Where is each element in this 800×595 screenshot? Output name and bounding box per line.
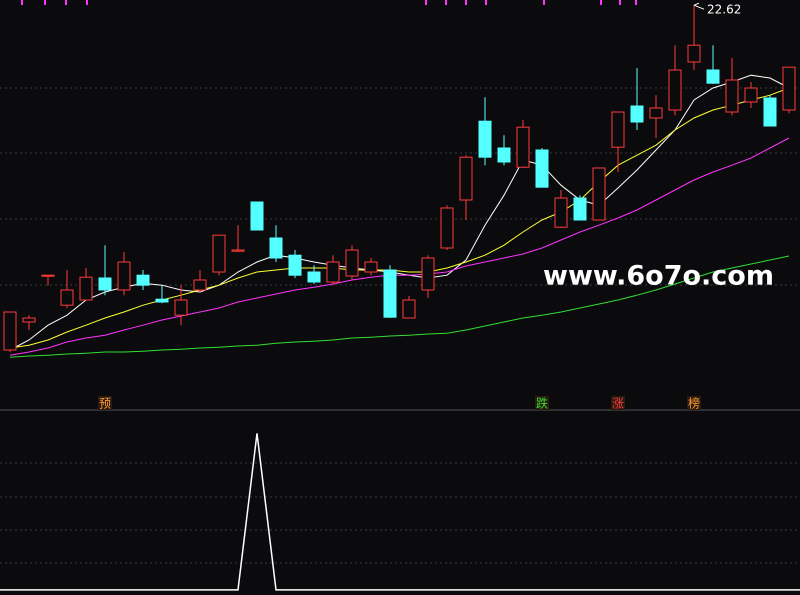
ma-line <box>9 87 790 349</box>
candle-body <box>193 279 207 291</box>
candle-body <box>706 69 720 84</box>
candle-body <box>478 120 492 158</box>
candle-body <box>668 69 682 111</box>
candle-body <box>782 66 796 111</box>
candle-body <box>326 261 340 283</box>
candle-body <box>345 249 359 277</box>
candle-body <box>421 257 435 291</box>
signal-label: 榜 <box>688 396 700 411</box>
candle-body <box>136 274 150 286</box>
candle-body <box>535 149 549 188</box>
candle-body <box>744 87 758 103</box>
indicator-line <box>0 433 800 591</box>
watermark: www.6o7o.com <box>543 261 774 292</box>
candle-body <box>269 237 283 259</box>
candle-body <box>307 271 321 283</box>
candle-body <box>41 274 55 277</box>
candle-body <box>459 156 473 201</box>
ma-line <box>9 255 790 358</box>
candle-body <box>630 105 644 123</box>
annotation: 22.62 <box>707 3 741 17</box>
candle-body <box>79 276 93 301</box>
candle-body <box>497 147 511 163</box>
candle-body <box>288 254 302 276</box>
grid <box>0 87 800 564</box>
candle-body <box>3 311 17 351</box>
signal-box <box>535 396 549 410</box>
candle-body <box>22 317 36 323</box>
signal-box <box>611 396 625 410</box>
signal-box <box>98 396 112 410</box>
candle-body <box>516 126 530 168</box>
annotation-arrow <box>693 2 705 10</box>
signal-label: 预 <box>99 397 111 411</box>
candle-body <box>174 299 188 316</box>
candle-body <box>250 201 264 231</box>
candle-body <box>383 269 397 318</box>
candle-body <box>687 44 701 63</box>
candle-body <box>649 107 663 119</box>
candle-body <box>364 261 378 273</box>
candle-body <box>60 289 74 306</box>
candle-body <box>725 79 739 113</box>
candle-body <box>402 299 416 319</box>
candle-body <box>573 197 587 221</box>
candle-body <box>212 234 226 273</box>
candle-body <box>611 111 625 148</box>
signal-label: 跌 <box>536 396 548 411</box>
candle-body <box>231 249 245 252</box>
top-ticks <box>21 0 637 5</box>
candle-body <box>440 207 454 249</box>
candle-body <box>592 167 606 221</box>
candle-body <box>98 277 112 291</box>
candle-body <box>117 261 131 291</box>
candle-body <box>554 197 568 228</box>
ma-line <box>9 137 790 356</box>
ma-line <box>9 74 790 351</box>
candle-body <box>155 298 169 303</box>
signal-box <box>687 396 701 410</box>
signal-label: 涨 <box>612 396 624 411</box>
candle-body <box>763 97 777 127</box>
